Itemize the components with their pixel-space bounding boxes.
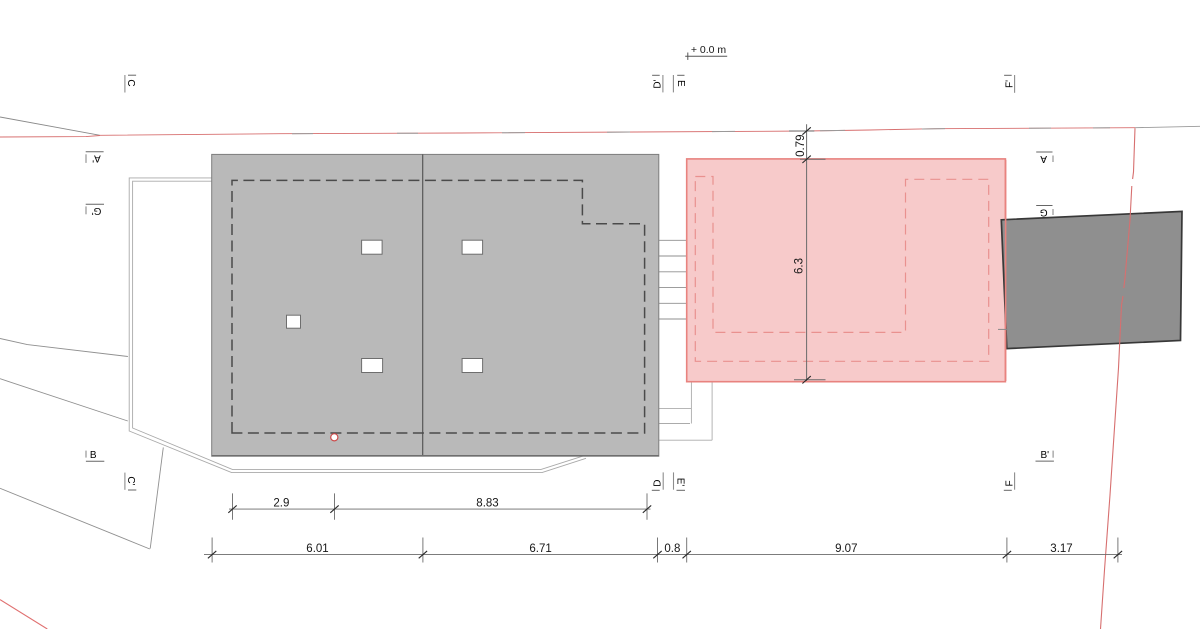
svg-text:2.9: 2.9 [273,498,289,510]
svg-text:6.01: 6.01 [306,543,328,555]
svg-text:B': B' [1041,450,1050,461]
svg-text:0.8: 0.8 [664,543,680,555]
svg-text:6.3: 6.3 [794,258,806,274]
svg-text:+ 0.0 m: + 0.0 m [691,44,727,56]
svg-text:E: E [675,80,686,87]
svg-text:E': E' [675,478,686,487]
svg-text:9.07: 9.07 [835,543,857,555]
svg-text:8.83: 8.83 [476,498,498,510]
svg-text:B: B [90,450,97,461]
svg-text:D: D [653,479,664,486]
svg-text:A': A' [92,152,101,163]
svg-text:A: A [1040,153,1047,164]
svg-text:6.71: 6.71 [529,543,551,555]
svg-text:3.17: 3.17 [1050,543,1072,555]
svg-text:D': D' [653,79,664,88]
svg-text:F': F' [1005,80,1016,88]
svg-text:G: G [1040,206,1048,217]
svg-text:C: C [125,79,136,86]
svg-text:0.79: 0.79 [795,135,807,157]
svg-text:G': G' [92,205,102,216]
svg-text:F: F [1005,480,1016,486]
svg-text:C': C' [125,476,136,485]
